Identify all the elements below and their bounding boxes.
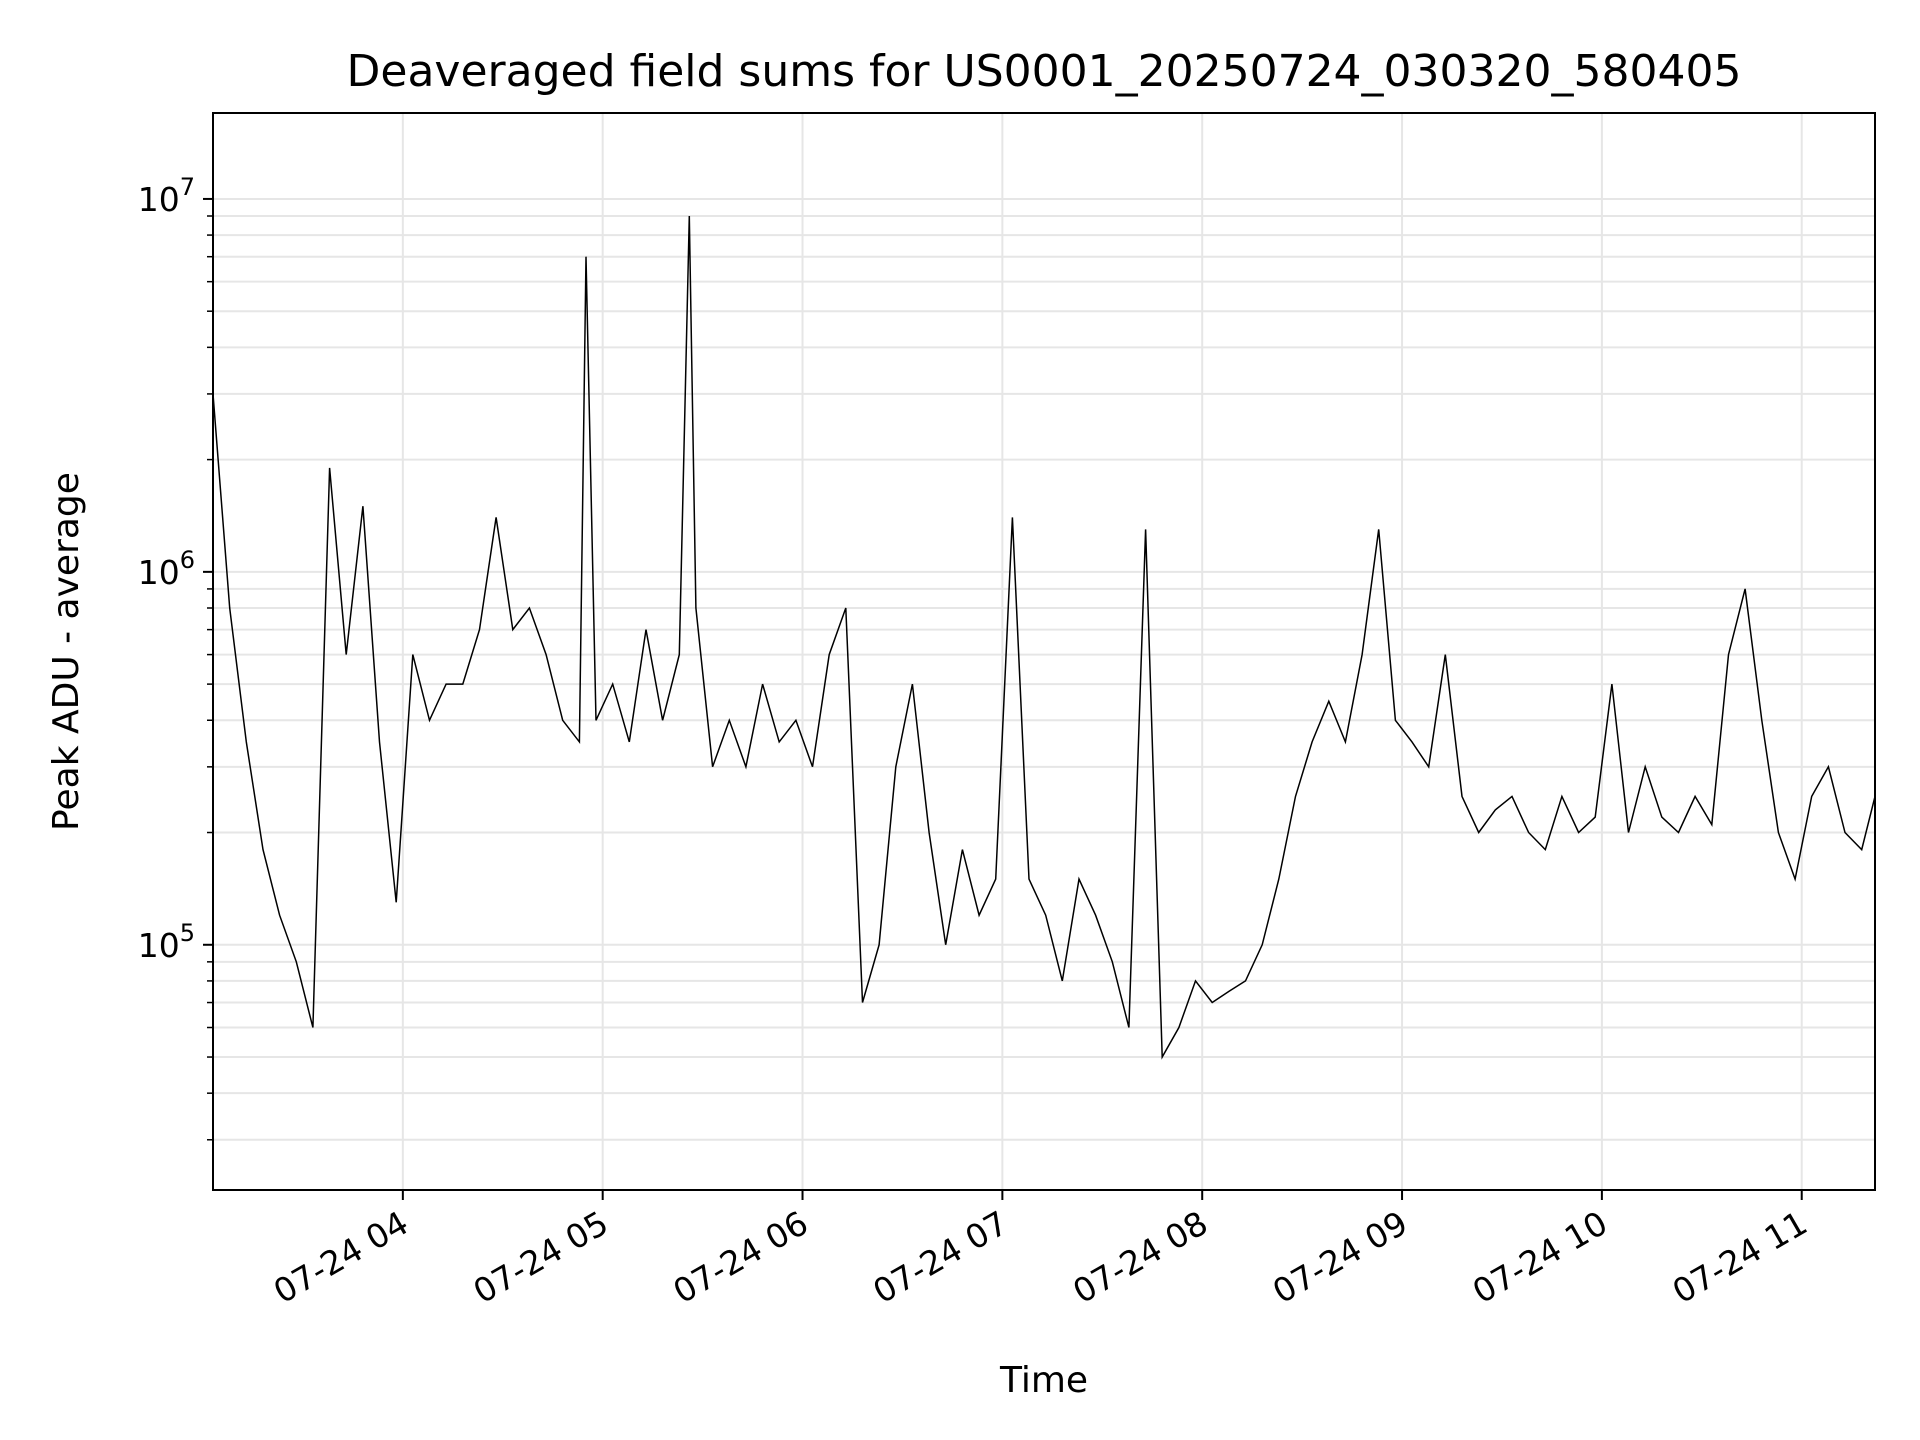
chart-title: Deaveraged field sums for US0001_2025072… xyxy=(347,46,1742,97)
series-line xyxy=(212,215,1876,1060)
y-tick-label: 107 xyxy=(138,173,195,219)
y-axis-title: Peak ADU - average xyxy=(46,472,87,831)
plot-area-frame xyxy=(212,112,1876,1191)
x-axis-title: Time xyxy=(999,1360,1088,1401)
y-tick-label: 106 xyxy=(138,546,195,592)
line-layer xyxy=(212,215,1876,1060)
y-tick-label: 105 xyxy=(138,919,195,965)
grid-layer xyxy=(213,113,1875,1190)
